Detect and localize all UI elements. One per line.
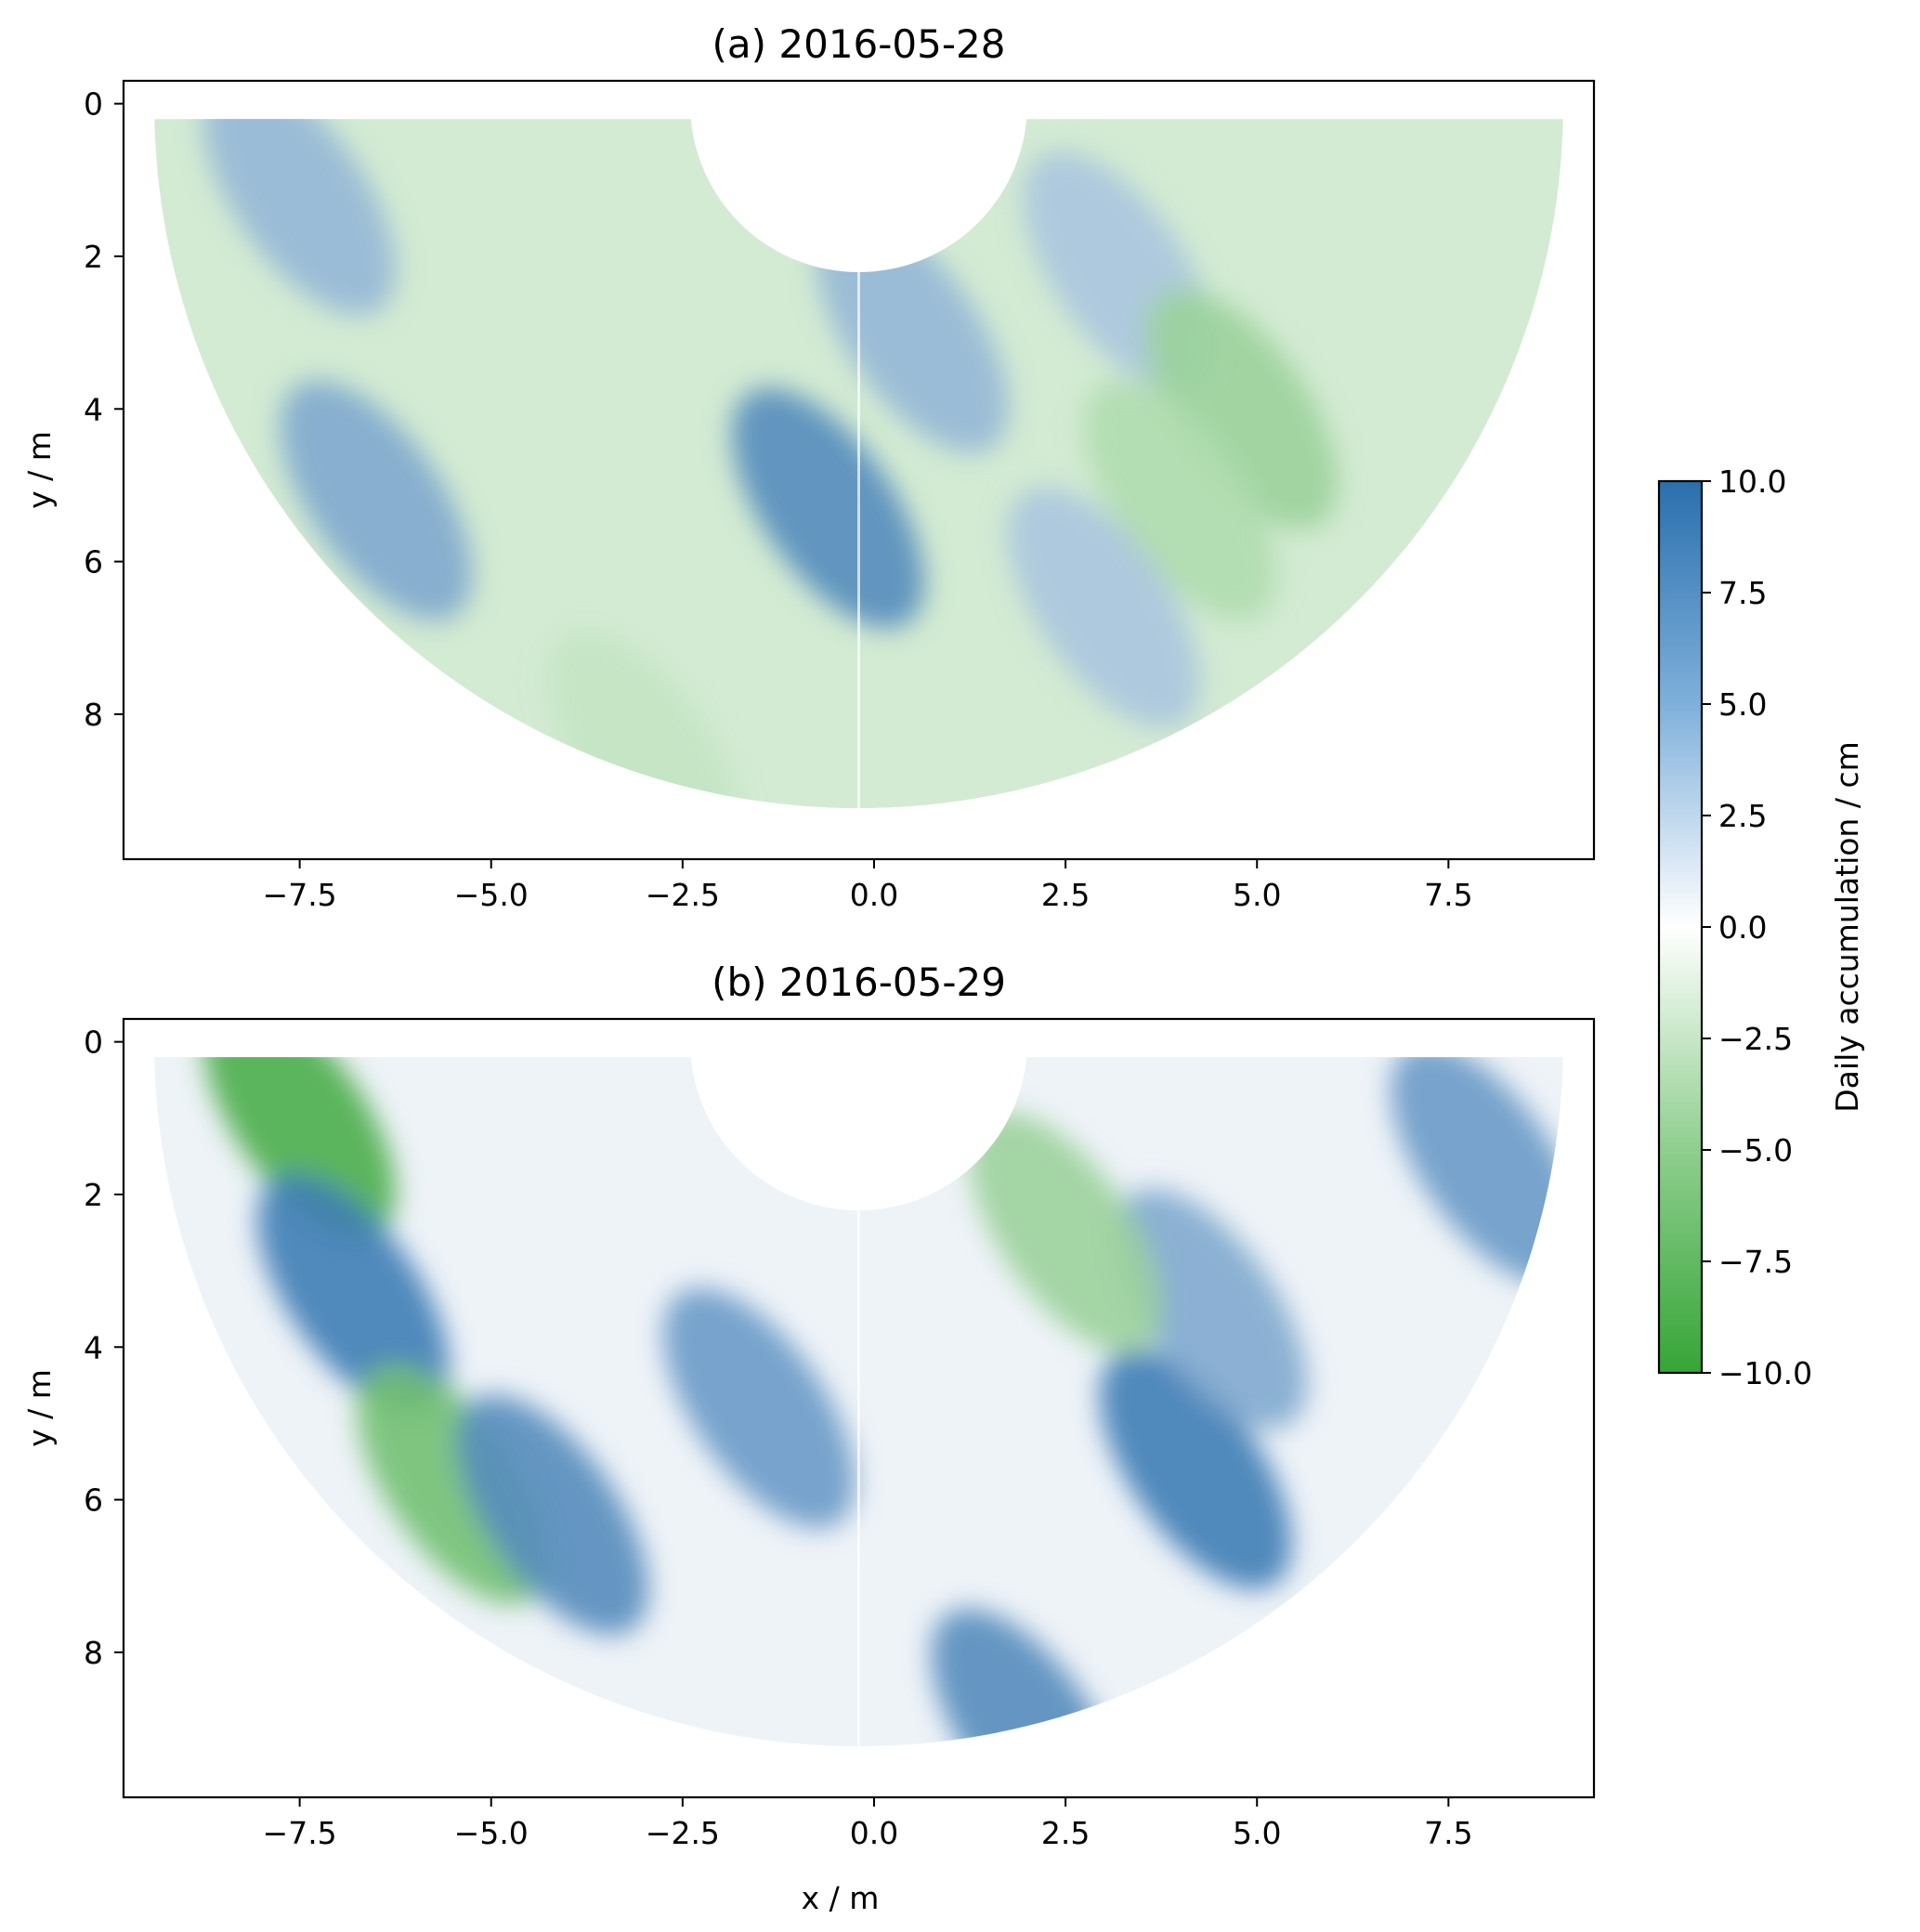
x-tick-label: 7.5 xyxy=(1424,877,1472,913)
heatmap-feature xyxy=(969,1112,1162,1353)
y-tick-label: 0 xyxy=(84,1025,103,1061)
panel-title: (b) 2016-05-29 xyxy=(712,959,1006,1005)
x-tick-label: 2.5 xyxy=(1041,877,1090,913)
x-tick-label: −2.5 xyxy=(646,1815,720,1851)
heatmap-feature xyxy=(1115,1188,1308,1429)
heatmap-feature xyxy=(203,1057,397,1239)
heatmap-feature xyxy=(203,119,397,316)
colorbar-tick-label: 0.0 xyxy=(1718,909,1767,946)
x-axis-label: x / m xyxy=(802,1880,880,1916)
panel-title: (a) 2016-05-28 xyxy=(712,21,1006,67)
x-tick-label: 5.0 xyxy=(1233,1815,1281,1851)
axes-frame xyxy=(122,79,1596,861)
x-tick-label: 0.0 xyxy=(850,1815,898,1851)
y-tick-label: 4 xyxy=(84,1329,103,1365)
x-tick-label: −7.5 xyxy=(263,1815,337,1851)
colorbar-tick-label: −10.0 xyxy=(1718,1355,1812,1391)
y-tick-label: 8 xyxy=(84,697,103,733)
panel-b: −7.5 −5.0 −2.5 0.0 2.5 5.0 7.5 0 2 4 6 8 (b) 2016-05… xyxy=(21,959,1596,1916)
colorbar-tick-label: −2.5 xyxy=(1718,1021,1793,1057)
y-axis-label: y / m xyxy=(21,1369,58,1447)
colorbar-tick-label: 2.5 xyxy=(1718,798,1767,834)
x-tick-label: 5.0 xyxy=(1233,877,1281,913)
y-tick-label: 6 xyxy=(84,1482,103,1519)
heatmap-feature xyxy=(1391,1057,1563,1285)
heatmap-feature xyxy=(256,1173,450,1415)
x-tick-label: 7.5 xyxy=(1424,1815,1472,1851)
y-tick-label: 0 xyxy=(84,86,103,123)
colorbar-gradient xyxy=(1659,481,1702,1373)
colorbar-tick-label: −7.5 xyxy=(1718,1244,1793,1280)
y-axis-label: y / m xyxy=(21,431,58,509)
y-tick-label: 2 xyxy=(84,239,103,275)
heatmap-feature xyxy=(662,1287,856,1529)
heatmap-feature xyxy=(1099,1349,1292,1589)
x-tick-label: −5.0 xyxy=(454,877,529,913)
colorbar-label: Daily accumulation / cm xyxy=(1829,741,1865,1112)
heatmap-feature xyxy=(456,1394,649,1636)
y-tick-label: 8 xyxy=(84,1635,103,1671)
heatmap-field xyxy=(154,119,1563,809)
x-tick-label: −5.0 xyxy=(454,1815,529,1851)
colorbar: 10.0 7.5 5.0 2.5 0.0 −2.5 −5.0 −7.5 −10.0 Daily a… xyxy=(1657,463,1865,1391)
x-tick-label: −2.5 xyxy=(646,877,720,913)
heatmap-feature xyxy=(1007,487,1200,728)
colorbar-tick-label: 5.0 xyxy=(1718,686,1767,723)
axes-frame xyxy=(122,1017,1596,1799)
panel-a: −7.5 −5.0 −2.5 0.0 2.5 5.0 7.5 0 2 4 6 8 (a) 2016-05… xyxy=(21,21,1596,913)
x-tick-label: 0.0 xyxy=(850,877,898,913)
x-tick-label: 2.5 xyxy=(1041,1815,1090,1851)
heatmap-feature xyxy=(732,387,924,629)
y-tick-label: 2 xyxy=(84,1177,103,1213)
heatmap-field xyxy=(154,1057,1563,1747)
y-tick-label: 4 xyxy=(84,391,103,427)
heatmap-feature xyxy=(548,632,741,809)
colorbar-tick-label: 7.5 xyxy=(1718,575,1767,611)
heatmap-feature xyxy=(1084,380,1277,621)
colorbar-tick-label: 10.0 xyxy=(1718,463,1786,500)
x-tick-label: −7.5 xyxy=(263,877,337,913)
heatmap-feature xyxy=(816,212,1009,453)
heatmap-feature xyxy=(280,380,473,621)
colorbar-tick-label: −5.0 xyxy=(1718,1132,1793,1168)
y-tick-label: 6 xyxy=(84,544,103,581)
heatmap-feature xyxy=(1145,289,1339,529)
